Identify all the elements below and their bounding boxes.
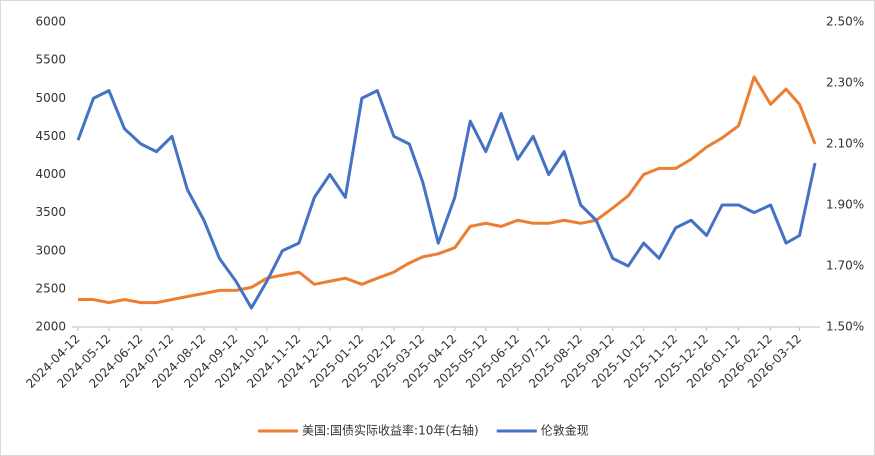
y-tick-label: 6000 bbox=[35, 15, 66, 29]
y-tick-label: 5500 bbox=[35, 53, 66, 67]
series-line bbox=[78, 75, 817, 305]
y-tick-label: 3500 bbox=[35, 205, 66, 219]
y-tick-label: 2500 bbox=[35, 281, 66, 295]
legend-label: 伦敦金现 bbox=[541, 423, 589, 438]
y2-tick-label: 2.30% bbox=[826, 76, 864, 90]
y2-tick-label: 1.50% bbox=[826, 320, 864, 334]
y2-tick-label: 2.10% bbox=[826, 137, 864, 151]
legend: 美国:国债实际收益率:10年(右轴) 伦敦金现 bbox=[258, 423, 589, 438]
y-tick-label: 5000 bbox=[35, 91, 66, 105]
y-tick-label: 4500 bbox=[35, 129, 66, 143]
y2-tick-label: 1.90% bbox=[826, 198, 864, 212]
y2-tick-label: 2.50% bbox=[826, 15, 864, 29]
y2-tick-label: 1.70% bbox=[826, 259, 864, 273]
y-tick-label: 2000 bbox=[35, 320, 66, 334]
y-tick-label: 4000 bbox=[35, 167, 66, 181]
legend-label: 美国:国债实际收益率:10年(右轴) bbox=[302, 423, 479, 438]
series-line bbox=[76, 89, 817, 310]
y-tick-label: 3000 bbox=[35, 243, 66, 257]
